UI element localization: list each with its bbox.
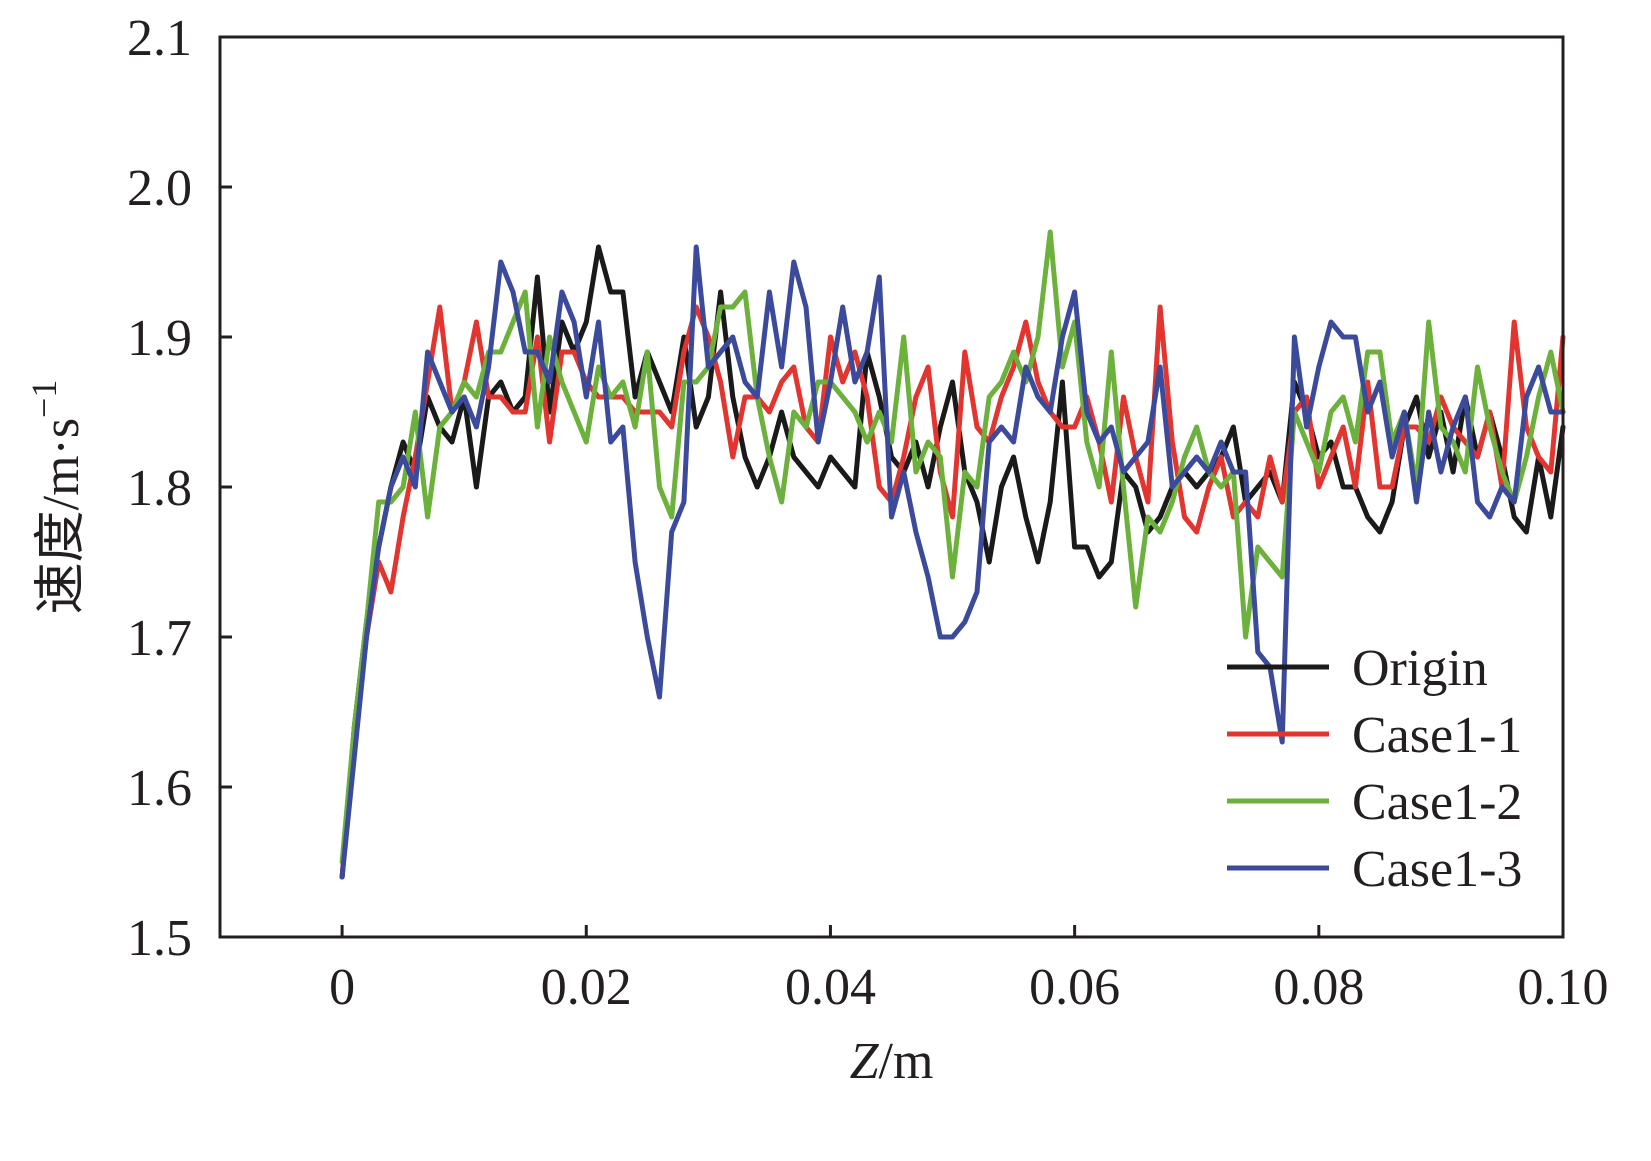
y-tick-label: 2.1 [127, 10, 192, 67]
x-tick-label: 0.10 [1518, 959, 1609, 1016]
y-tick-label: 2.0 [127, 160, 192, 217]
x-tick-label: 0.08 [1273, 959, 1364, 1016]
legend-label-case1-2: Case1-2 [1352, 774, 1522, 831]
chart-legend: Origin Case1-1 Case1-2 Case1-3 [1227, 640, 1522, 898]
legend-label-case1-3: Case1-3 [1352, 841, 1522, 898]
x-axis-title: Z/m [850, 1033, 934, 1090]
y-tick-label: 1.6 [127, 760, 192, 817]
series-line-case1-1 [339, 304, 1566, 880]
y-axis-title-main: 速度/m·s [33, 418, 90, 614]
y-tick-label: 1.5 [127, 910, 192, 967]
series-layer [339, 229, 1566, 880]
y-axis-title: 速度/m·s−1 [24, 380, 90, 615]
series-line-case1-2 [339, 229, 1566, 865]
axis-ticks: 0 0.02 0.04 0.06 0.08 0.10 1.5 1.6 1.7 1.8 1.9 2.0 2… [127, 10, 1609, 1016]
legend-label-case1-1: Case1-1 [1352, 707, 1522, 764]
x-axis-title-italic: Z [850, 1033, 880, 1090]
series-line-case1-3 [339, 244, 1566, 880]
x-tick-label: 0.06 [1029, 959, 1120, 1016]
y-axis-title-superscript: −1 [24, 380, 64, 418]
y-tick-label: 1.8 [127, 460, 192, 517]
y-tick-label: 1.7 [127, 610, 192, 667]
legend-label-origin: Origin [1352, 640, 1488, 697]
x-tick-label: 0.04 [785, 959, 876, 1016]
y-tick-label: 1.9 [127, 310, 192, 367]
x-tick-label: 0 [329, 959, 355, 1016]
x-axis-title-unit: /m [879, 1033, 934, 1090]
x-tick-label: 0.02 [541, 959, 632, 1016]
